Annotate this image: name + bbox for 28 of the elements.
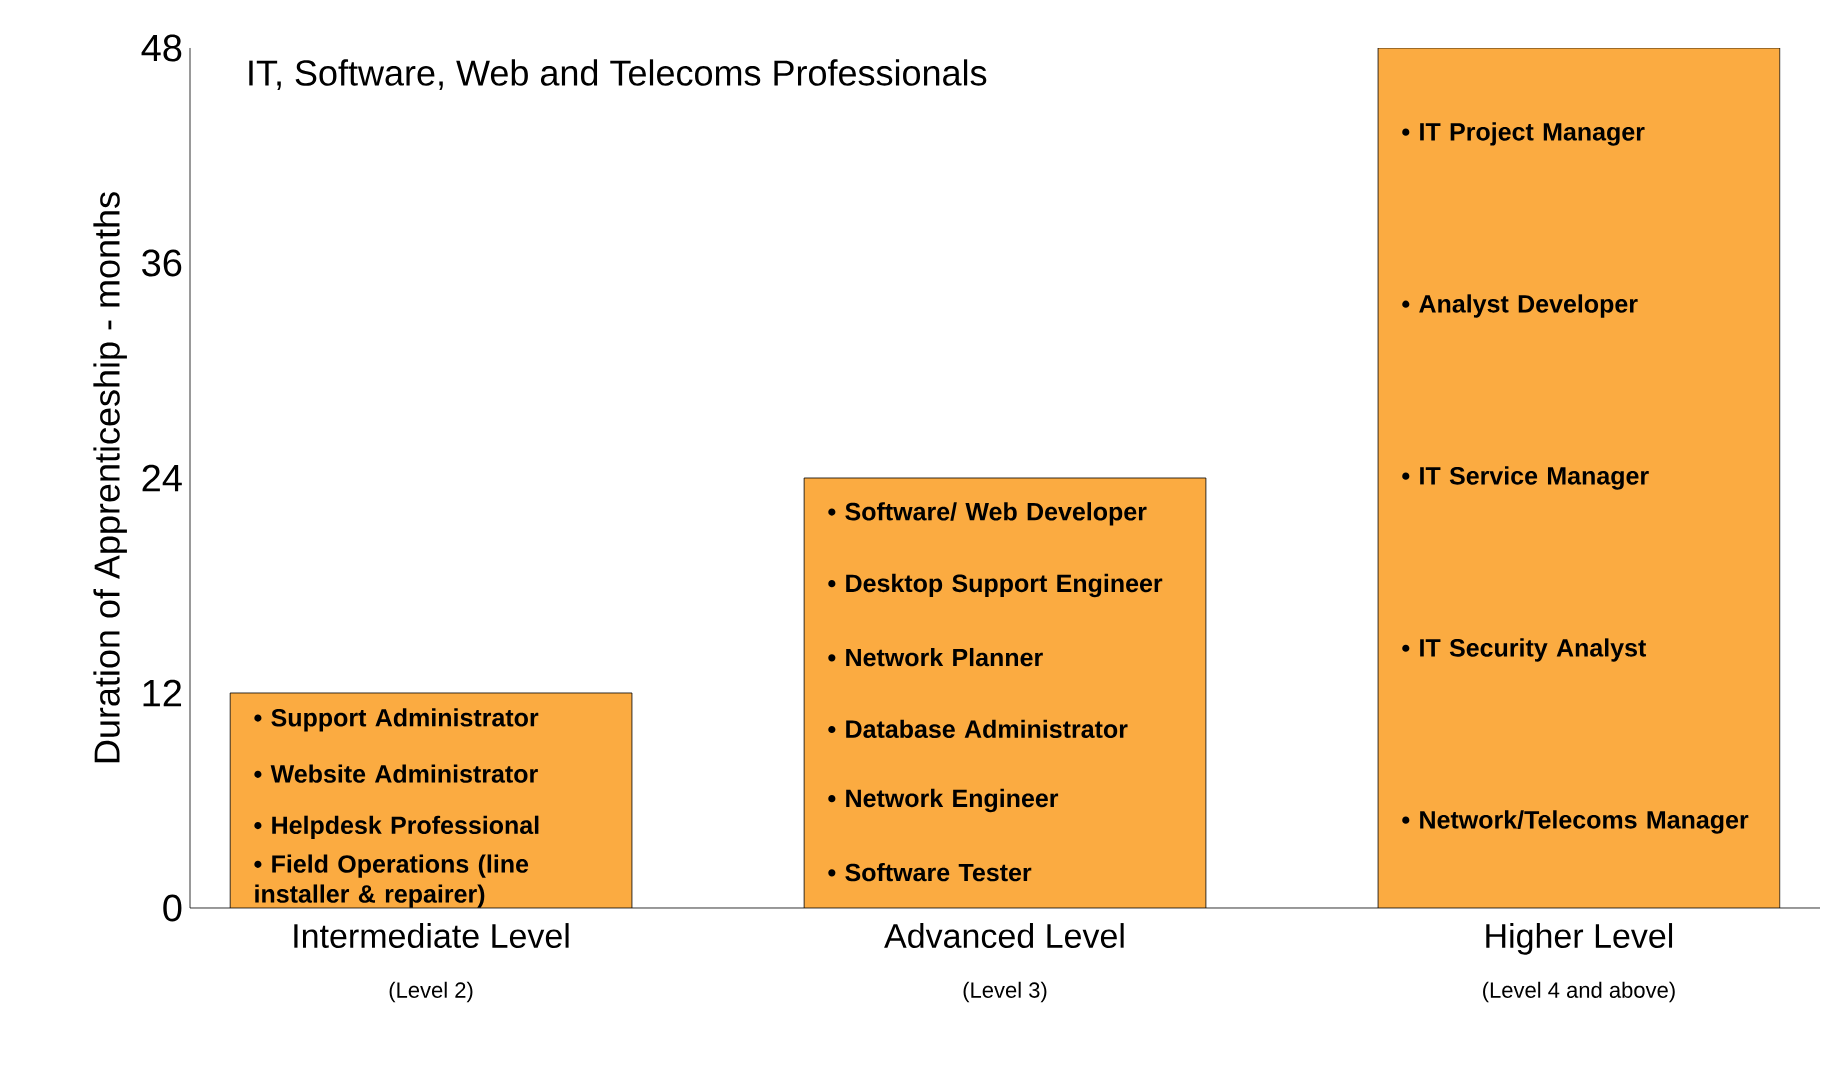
y-tick-label: 12 bbox=[143, 679, 182, 707]
annotation: • Helpdesk Professional bbox=[254, 815, 539, 839]
annotation: • Desktop Support Engineer bbox=[828, 573, 1163, 598]
x-tick-label: Higher Level bbox=[1486, 923, 1673, 955]
annotation: • Support Administrator bbox=[254, 708, 539, 732]
y-tick-label: 24 bbox=[142, 464, 182, 492]
annotation: • Network Engineer bbox=[828, 788, 1059, 813]
chart-title: IT, Software, Web and Telecoms Professionals bbox=[249, 59, 987, 91]
text: (Level 2) bbox=[389, 981, 473, 1003]
annotation: • IT Service Manager bbox=[1402, 466, 1649, 490]
annotation: • Database Administrator bbox=[828, 719, 1128, 739]
annotation: • Software Tester bbox=[828, 862, 1032, 882]
annotation: • IT Security Analyst bbox=[1402, 638, 1647, 662]
annotation: • Website Administrator bbox=[254, 764, 538, 783]
y-axis-title: Duration of Apprenticeship - months bbox=[93, 192, 127, 763]
x-tick-label: Intermediate Level bbox=[294, 923, 569, 949]
annotation: • Software/ Web Developer bbox=[828, 502, 1147, 526]
annotation: • Field Operations (line installer & repairer) bbox=[254, 854, 529, 908]
annotation: • IT Project Manager bbox=[1402, 122, 1645, 146]
text: (Level 4 and above) bbox=[1483, 981, 1675, 1003]
annotation: • Analyst Developer bbox=[1402, 294, 1638, 318]
y-tick-label: 0 bbox=[163, 894, 182, 922]
annotation: • Network/Telecoms Manager bbox=[1402, 810, 1749, 834]
annotation: • Network Planner bbox=[828, 647, 1043, 667]
text: (Level 3) bbox=[963, 981, 1047, 1003]
y-tick-label: 48 bbox=[141, 34, 182, 62]
x-tick-label: Advanced Level bbox=[884, 923, 1124, 949]
y-tick-label: 36 bbox=[142, 249, 182, 277]
